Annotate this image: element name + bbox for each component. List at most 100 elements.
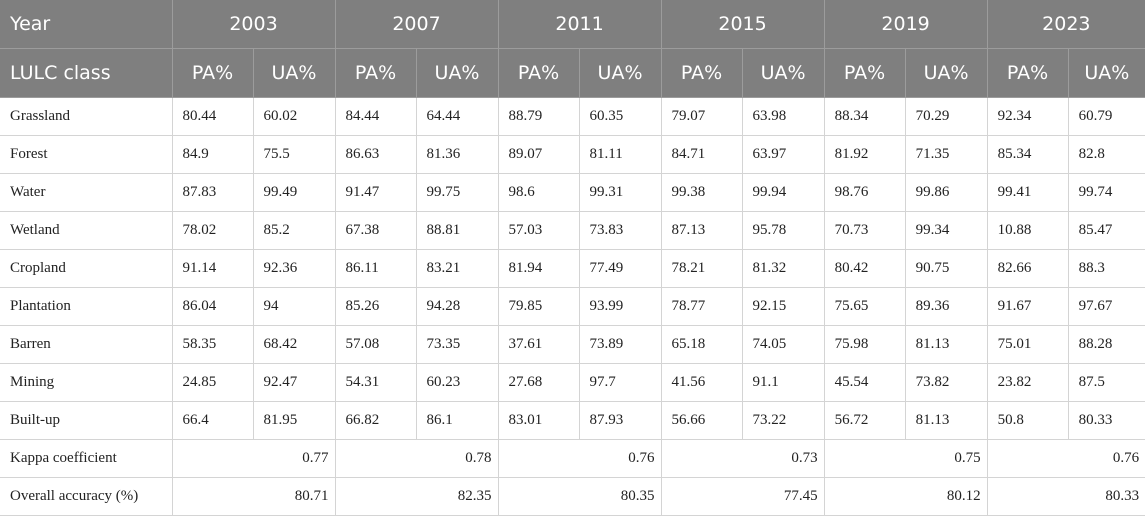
table-cell: 79.07 <box>661 97 743 136</box>
table-cell: 99.74 <box>1068 173 1145 212</box>
table-cell: 84.44 <box>335 97 417 136</box>
table-row: Barren 58.35 68.42 57.08 73.35 37.61 73.89 65.1… <box>0 325 1145 364</box>
pa-header: PA% <box>172 48 254 98</box>
table-cell: 91.47 <box>335 173 417 212</box>
table-cell: 56.72 <box>824 401 906 440</box>
table-cell: 99.49 <box>253 173 336 212</box>
table-cell: 84.9 <box>172 135 254 174</box>
table-row: Cropland 91.14 92.36 86.11 83.21 81.94 77.49 78… <box>0 249 1145 288</box>
table-cell: 84.71 <box>661 135 743 174</box>
table-cell: 88.34 <box>824 97 906 136</box>
table-cell: 81.11 <box>579 135 662 174</box>
table-cell: 50.8 <box>987 401 1069 440</box>
summary-cell: 0.76 <box>987 439 1145 478</box>
table-cell: 58.35 <box>172 325 254 364</box>
table-cell: 90.75 <box>905 249 988 288</box>
year-header-2003: 2003 <box>172 0 336 49</box>
ua-header: UA% <box>579 48 662 98</box>
row-label: Water <box>0 173 173 212</box>
table-cell: 75.65 <box>824 287 906 326</box>
table-cell: 73.82 <box>905 363 988 402</box>
summary-cell: 80.71 <box>172 477 336 516</box>
table-cell: 93.99 <box>579 287 662 326</box>
table-cell: 10.88 <box>987 211 1069 250</box>
table-cell: 97.67 <box>1068 287 1145 326</box>
table-cell: 99.75 <box>416 173 499 212</box>
table-cell: 45.54 <box>824 363 906 402</box>
table-cell: 73.22 <box>742 401 825 440</box>
table-cell: 57.03 <box>498 211 580 250</box>
table-cell: 88.28 <box>1068 325 1145 364</box>
table-cell: 60.79 <box>1068 97 1145 136</box>
year-header-label: Year <box>0 0 173 49</box>
table-cell: 91.1 <box>742 363 825 402</box>
table-cell: 81.13 <box>905 401 988 440</box>
summary-cell: 0.78 <box>335 439 499 478</box>
table-cell: 80.42 <box>824 249 906 288</box>
table-cell: 85.47 <box>1068 211 1145 250</box>
table-cell: 88.3 <box>1068 249 1145 288</box>
ua-header: UA% <box>905 48 988 98</box>
table-cell: 23.82 <box>987 363 1069 402</box>
table-cell: 87.83 <box>172 173 254 212</box>
year-header-2023: 2023 <box>987 0 1145 49</box>
table-cell: 80.33 <box>1068 401 1145 440</box>
table-row: Water 87.83 99.49 91.47 99.75 98.6 99.31 99.38 9… <box>0 173 1145 212</box>
table-cell: 60.02 <box>253 97 336 136</box>
year-header-row: Year 2003 2007 2011 2015 2019 2023 <box>0 0 1145 49</box>
summary-cell: 0.77 <box>172 439 336 478</box>
table-cell: 78.02 <box>172 211 254 250</box>
table-cell: 98.76 <box>824 173 906 212</box>
table-cell: 87.5 <box>1068 363 1145 402</box>
table-cell: 64.44 <box>416 97 499 136</box>
summary-cell: 80.35 <box>498 477 662 516</box>
table-cell: 99.41 <box>987 173 1069 212</box>
table-cell: 85.2 <box>253 211 336 250</box>
pa-header: PA% <box>824 48 906 98</box>
table-cell: 80.44 <box>172 97 254 136</box>
table-cell: 94 <box>253 287 336 326</box>
table-cell: 54.31 <box>335 363 417 402</box>
table-cell: 75.98 <box>824 325 906 364</box>
table-cell: 78.77 <box>661 287 743 326</box>
summary-cell: 77.45 <box>661 477 825 516</box>
table-cell: 86.11 <box>335 249 417 288</box>
table-cell: 65.18 <box>661 325 743 364</box>
table-cell: 87.93 <box>579 401 662 440</box>
row-label: Mining <box>0 363 173 402</box>
table-cell: 75.01 <box>987 325 1069 364</box>
table-cell: 27.68 <box>498 363 580 402</box>
table-cell: 37.61 <box>498 325 580 364</box>
ua-header: UA% <box>1068 48 1145 98</box>
summary-row: Kappa coefficient 0.77 0.78 0.76 0.73 0.75 0.7… <box>0 439 1145 478</box>
table-cell: 94.28 <box>416 287 499 326</box>
summary-cell: 80.12 <box>824 477 988 516</box>
table-cell: 92.34 <box>987 97 1069 136</box>
table-cell: 57.08 <box>335 325 417 364</box>
table-cell: 77.49 <box>579 249 662 288</box>
table-row: Wetland 78.02 85.2 67.38 88.81 57.03 73.83 87.1… <box>0 211 1145 250</box>
table-cell: 82.66 <box>987 249 1069 288</box>
table-cell: 73.89 <box>579 325 662 364</box>
table-row: Forest 84.9 75.5 86.63 81.36 89.07 81.11 84.71 6… <box>0 135 1145 174</box>
table-cell: 99.31 <box>579 173 662 212</box>
row-label: Barren <box>0 325 173 364</box>
table-cell: 99.38 <box>661 173 743 212</box>
table-header: Year 2003 2007 2011 2015 2019 2023 LULC … <box>0 0 1145 98</box>
table-cell: 60.35 <box>579 97 662 136</box>
table-cell: 56.66 <box>661 401 743 440</box>
table-cell: 81.13 <box>905 325 988 364</box>
summary-cell: 0.73 <box>661 439 825 478</box>
year-header-2007: 2007 <box>335 0 499 49</box>
table-cell: 79.85 <box>498 287 580 326</box>
row-label: Cropland <box>0 249 173 288</box>
table-cell: 85.34 <box>987 135 1069 174</box>
table-cell: 99.34 <box>905 211 988 250</box>
table-cell: 86.04 <box>172 287 254 326</box>
table-cell: 88.79 <box>498 97 580 136</box>
ua-header: UA% <box>253 48 336 98</box>
table-cell: 70.29 <box>905 97 988 136</box>
table-cell: 89.36 <box>905 287 988 326</box>
table-cell: 89.07 <box>498 135 580 174</box>
